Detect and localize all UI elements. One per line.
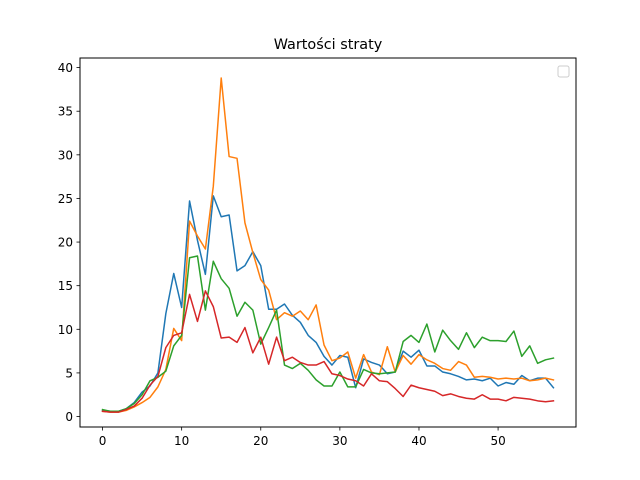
y-tick-label: 20 <box>58 236 73 250</box>
y-tick-label: 30 <box>58 148 73 162</box>
y-tick-label: 5 <box>65 366 73 380</box>
y-tick-label: 15 <box>58 279 73 293</box>
series-line-4 <box>101 290 555 413</box>
x-tick-label: 10 <box>174 434 189 448</box>
x-tick-label: 40 <box>411 434 426 448</box>
x-tick-label: 20 <box>253 434 268 448</box>
x-tick-label: 50 <box>490 434 505 448</box>
series-line-3 <box>101 255 555 413</box>
plot-frame <box>79 57 577 428</box>
axes-layer: 0 10 20 30 40 50 0 5 10 15 20 25 30 35 40 <box>58 57 577 448</box>
y-tick-label: 10 <box>58 323 73 337</box>
series-line-1 <box>101 195 555 413</box>
x-tick-label: 30 <box>332 434 347 448</box>
y-tick-label: 0 <box>65 410 73 424</box>
series-line-2 <box>101 77 555 413</box>
y-tick-label: 25 <box>58 192 73 206</box>
legend-box <box>557 65 570 78</box>
y-tick-label: 35 <box>58 105 73 119</box>
x-tick-label: 0 <box>99 434 107 448</box>
chart-title: Wartości straty <box>274 37 383 53</box>
series-layer <box>101 77 555 413</box>
y-tick-label: 40 <box>58 61 73 75</box>
